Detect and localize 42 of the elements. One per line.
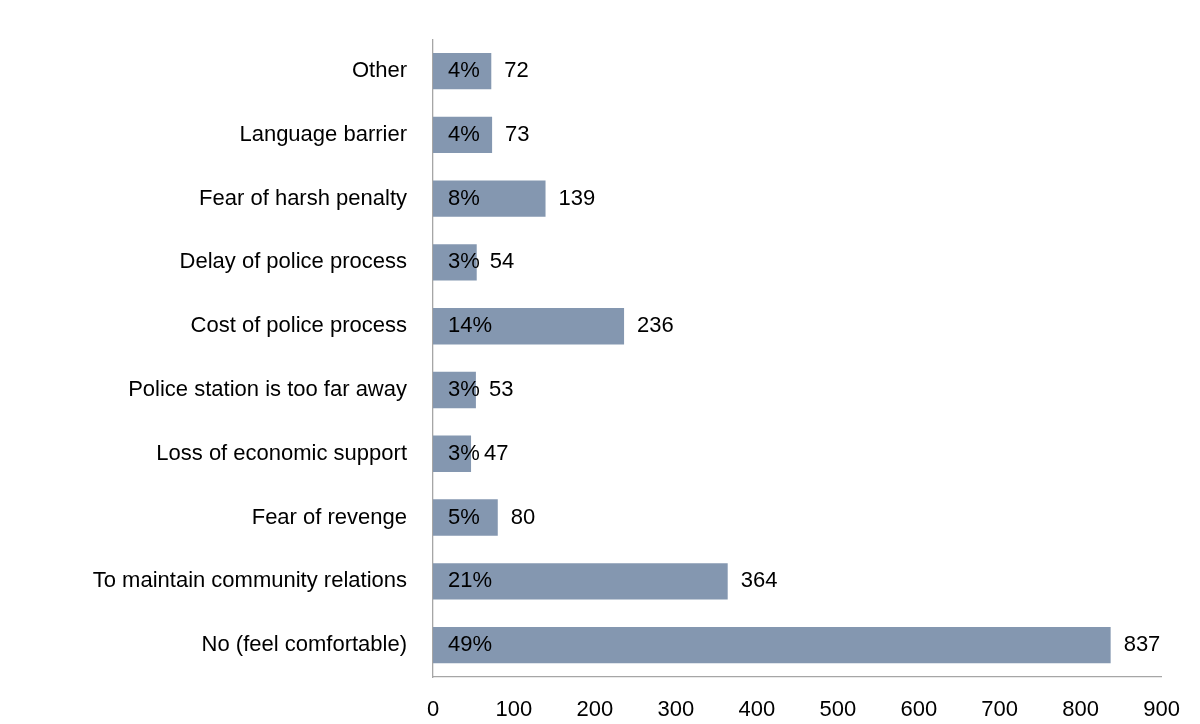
y-tick-label: Loss of economic support (156, 439, 407, 465)
data-label: 139 (558, 184, 596, 210)
y-tick-label: No (feel comfortable) (201, 631, 407, 657)
data-label: 837 (1123, 631, 1161, 657)
annotation: 4% (448, 57, 480, 83)
x-tick-label: 300 (657, 696, 695, 722)
x-tick-label: 400 (738, 696, 776, 722)
annotation: 21% (448, 567, 493, 593)
annotation: 8% (448, 184, 480, 210)
data-label: 53 (488, 376, 514, 402)
x-tick-label: 200 (576, 696, 614, 722)
x-tick-label: 100 (495, 696, 533, 722)
x-tick-label: 0 (426, 696, 440, 722)
y-tick-label: Fear of harsh penalty (199, 184, 407, 210)
y-tick-label: Other (351, 57, 407, 83)
x-tick-label: 600 (900, 696, 938, 722)
bar (433, 308, 625, 345)
data-label: 72 (504, 57, 529, 83)
data-label: 364 (740, 567, 778, 593)
annotation: 5% (448, 503, 480, 529)
y-tick-label: Police station is too far away (128, 376, 407, 402)
y-tick-label: To maintain community relations (92, 567, 407, 593)
annotation: 4% (448, 120, 480, 146)
data-label: 73 (505, 120, 530, 146)
data-label: 54 (489, 248, 515, 274)
x-tick-label: 700 (981, 696, 1019, 722)
bar (433, 499, 498, 536)
data-label: 47 (484, 439, 509, 465)
x-tick-label: 900 (1143, 696, 1181, 722)
annotation: 49% (448, 631, 493, 657)
data-label: 236 (637, 312, 674, 338)
bar (433, 563, 728, 600)
y-tick-label: Cost of police process (190, 312, 407, 338)
bar (433, 626, 1111, 664)
annotation: 14% (448, 312, 493, 338)
bar (433, 180, 546, 217)
y-tick-label: Delay of police process (179, 248, 407, 274)
x-tick-label: 800 (1062, 696, 1100, 722)
y-tick-label: Language barrier (239, 120, 407, 146)
x-tick-label: 500 (819, 696, 857, 722)
data-label: 80 (510, 503, 536, 529)
y-tick-label: Fear of revenge (251, 503, 407, 529)
